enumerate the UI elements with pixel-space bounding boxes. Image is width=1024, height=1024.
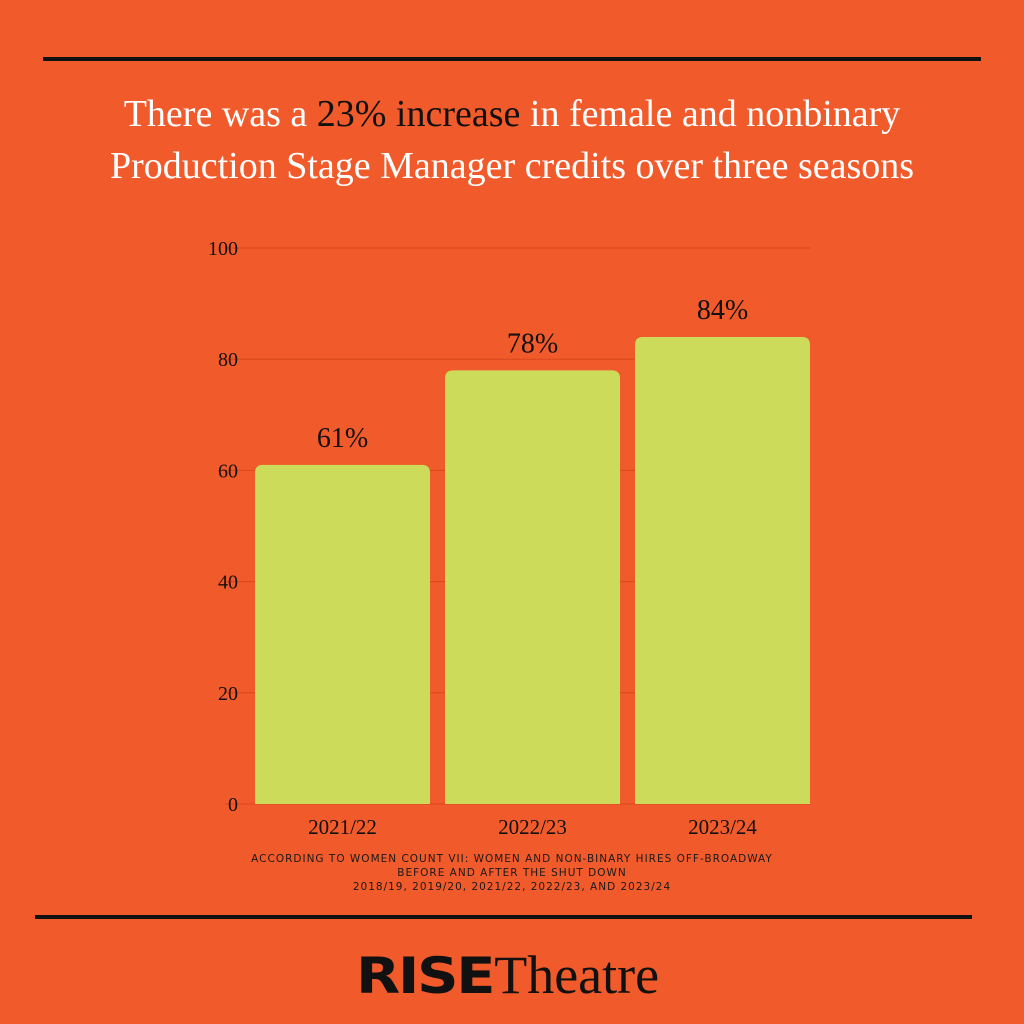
top-divider bbox=[43, 57, 981, 61]
headline: There was a 23% increase in female and n… bbox=[20, 88, 1004, 192]
x-tick-label: 2021/22 bbox=[308, 815, 377, 839]
headline-line-2: Production Stage Manager credits over th… bbox=[109, 145, 915, 187]
rise-theatre-logo: RISETheatre bbox=[0, 944, 1024, 1006]
bar-2022/23 bbox=[445, 370, 620, 804]
source-line-1: ACCORDING TO WOMEN COUNT VII: WOMEN AND … bbox=[251, 853, 773, 865]
y-tick-label: 0 bbox=[228, 794, 238, 816]
y-tick-label: 40 bbox=[218, 572, 238, 594]
logo-bold: RISE bbox=[355, 947, 495, 1005]
value-labels: 61% 78% 84% bbox=[317, 295, 748, 454]
bottom-divider bbox=[35, 915, 972, 919]
y-axis-ticks: 0 20 40 60 80 100 bbox=[208, 238, 238, 816]
source-note: ACCORDING TO WOMEN COUNT VII: WOMEN AND … bbox=[180, 852, 844, 894]
bar-2021/22 bbox=[255, 464, 430, 804]
data-label: 61% bbox=[317, 423, 368, 454]
headline-line-1: There was a 23% increase in female and n… bbox=[20, 88, 1004, 140]
y-tick-label: 20 bbox=[218, 683, 238, 705]
bars bbox=[255, 336, 810, 804]
data-label: 78% bbox=[507, 328, 558, 359]
data-label: 84% bbox=[697, 295, 748, 326]
headline-before: There was a bbox=[123, 93, 317, 135]
source-line-3: 2018/19, 2019/20, 2021/22, 2022/23, AND … bbox=[352, 881, 672, 893]
bar-2023/24 bbox=[635, 336, 810, 804]
x-axis-labels: 2021/22 2022/23 2023/24 bbox=[308, 815, 757, 839]
x-tick-label: 2023/24 bbox=[688, 815, 757, 839]
x-tick-label: 2022/23 bbox=[498, 815, 567, 839]
y-tick-label: 80 bbox=[218, 349, 238, 371]
y-tick-label: 60 bbox=[218, 460, 238, 482]
headline-highlight: 23% increase bbox=[316, 93, 521, 135]
source-line-2: BEFORE AND AFTER THE SHUT DOWN bbox=[397, 867, 627, 879]
headline-after: in female and nonbinary bbox=[520, 93, 901, 135]
logo-serif: Theatre bbox=[494, 945, 660, 1005]
y-tick-label: 100 bbox=[208, 238, 238, 260]
